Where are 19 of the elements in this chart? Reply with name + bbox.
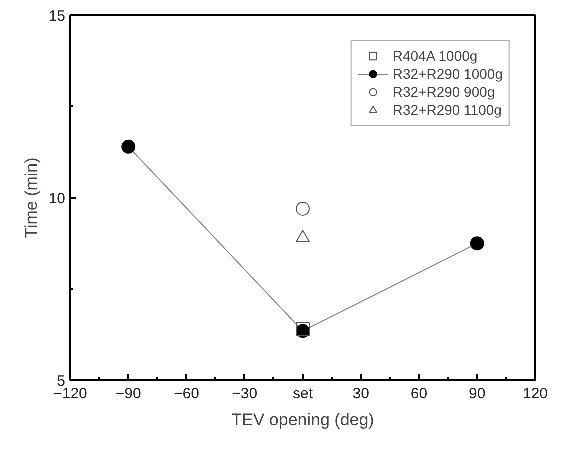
legend-label: R32+R290 1000g: [392, 65, 503, 83]
legend-label: R32+R290 900g: [392, 83, 496, 101]
point: [470, 236, 484, 251]
point: [296, 202, 310, 216]
x-tick-label: 120: [522, 386, 548, 402]
x-axis-title: TEV opening (deg): [232, 410, 374, 430]
legend-label: R32+R290 1100g: [392, 101, 502, 119]
x-tick-label: −60: [174, 386, 200, 402]
x-tick-label: set: [292, 386, 314, 402]
y-axis-title: Time (min): [22, 158, 41, 238]
x-tick-label: 30: [352, 386, 370, 402]
x-tick-label: −90: [116, 386, 142, 402]
legend-label: R404A 1000g: [392, 47, 478, 65]
point: [122, 140, 136, 154]
x-tick-label: −30: [232, 386, 258, 402]
x-tick-label: 60: [410, 386, 428, 402]
x-tick-label: 90: [469, 386, 486, 402]
y-tick-label: 10: [48, 190, 66, 208]
y-tick-label: 15: [48, 8, 66, 25]
